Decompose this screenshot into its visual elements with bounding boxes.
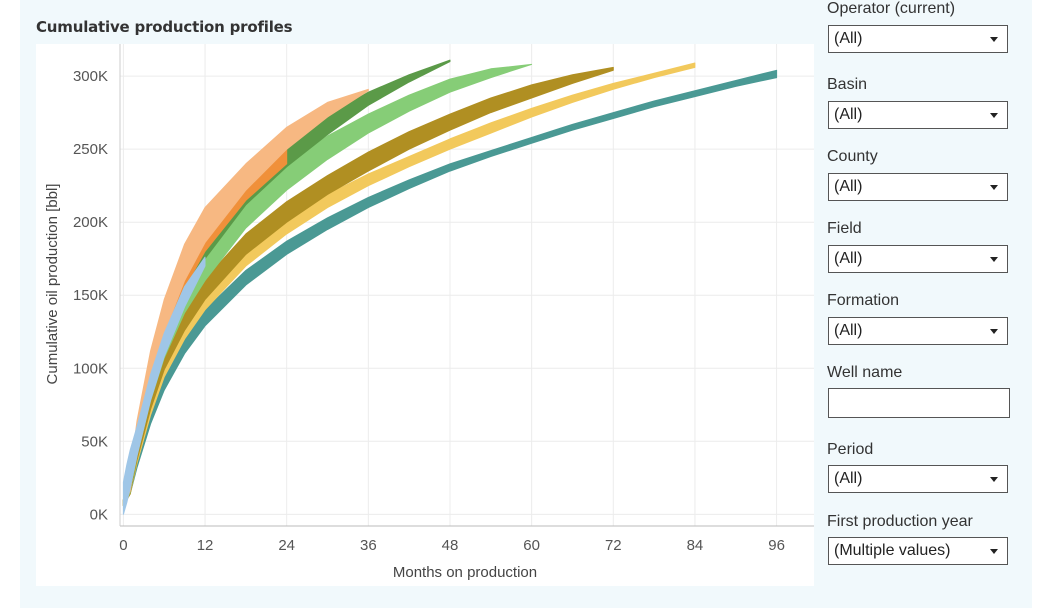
chevron-down-icon [990,37,998,42]
x-tick-label: 84 [687,537,704,554]
x-tick-label: 36 [360,537,377,554]
x-tick-label: 48 [442,537,459,554]
county-select[interactable]: (All) [828,173,1008,201]
period-select[interactable]: (All) [828,465,1008,493]
series-band-1[interactable] [122,69,778,507]
chevron-down-icon [990,549,998,554]
chart-title: Cumulative production profiles [36,18,293,36]
x-axis-title: Months on production [393,564,537,581]
y-tick-label: 100K [73,360,108,377]
filter-label-operator: Operator (current) [827,0,956,17]
series-band-8[interactable] [122,256,206,515]
chevron-down-icon [990,185,998,190]
y-tick-label: 300K [73,68,108,85]
y-axis-title: Cumulative oil production [bbl] [44,184,61,385]
tick-labels: 0 12 24 36 48 60 72 84 96 0K 50K 100K 150K 200K 250K 30… [73,68,785,554]
x-tick-label: 24 [278,537,295,554]
operator-select-value: (All) [834,30,863,47]
y-tick-label: 250K [73,141,108,158]
first-production-year-select-value: (Multiple values) [834,542,951,559]
chevron-down-icon [990,113,998,118]
chart-area: 0 12 24 36 48 60 72 84 96 0K 50K 100K 150K 200K 250K 30… [36,44,814,586]
well-name-input[interactable] [828,388,1010,418]
filter-label-first-production-year: First production year [827,513,973,530]
county-select-value: (All) [834,178,863,195]
chevron-down-icon [990,257,998,262]
field-select[interactable]: (All) [828,245,1008,273]
chevron-down-icon [990,329,998,334]
axes [119,44,814,527]
y-tick-label: 150K [73,287,108,304]
y-tick-label: 50K [81,433,108,450]
series-group [122,59,778,515]
formation-select-value: (All) [834,322,863,339]
x-tick-label: 60 [523,537,540,554]
basin-select-value: (All) [834,106,863,123]
production-chart: 0 12 24 36 48 60 72 84 96 0K 50K 100K 150K 200K 250K 30… [44,44,814,581]
filter-label-well-name: Well name [827,364,903,381]
field-select-value: (All) [834,250,863,267]
filter-label-formation: Formation [827,292,900,309]
x-tick-label: 12 [197,537,214,554]
filter-label-field: Field [827,220,862,237]
x-tick-label: 0 [119,537,127,554]
filter-label-county: County [827,148,878,165]
operator-select[interactable]: (All) [828,25,1008,53]
y-tick-label: 200K [73,214,108,231]
filter-label-basin: Basin [827,76,868,93]
y-tick-label: 0K [90,506,108,523]
x-tick-label: 72 [605,537,622,554]
x-tick-label: 96 [768,537,785,554]
chevron-down-icon [990,477,998,482]
filter-label-period: Period [827,441,874,458]
period-select-value: (All) [834,470,863,487]
gridlines [120,44,814,526]
first-production-year-select[interactable]: (Multiple values) [828,537,1008,565]
basin-select[interactable]: (All) [828,101,1008,129]
formation-select[interactable]: (All) [828,317,1008,345]
